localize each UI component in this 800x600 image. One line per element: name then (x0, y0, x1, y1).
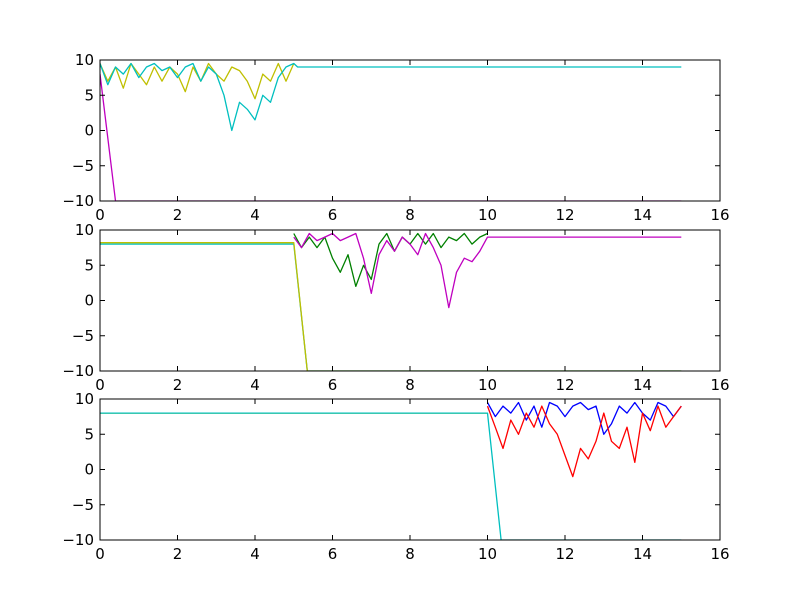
subplot-2-axes-frame (99, 229, 721, 372)
subplot-1-y-tick-label: −10 (62, 192, 94, 210)
subplot-1-y-tick-label: 5 (84, 86, 94, 104)
subplot-1-x-tick-label: 6 (328, 206, 338, 224)
subplot-2-x-tick-label: 4 (250, 376, 260, 394)
subplot-3-y-tick-label: −5 (72, 496, 94, 514)
subplot-3-x-tick-label: 12 (555, 545, 574, 563)
subplot-3-x-tick-label: 2 (173, 545, 183, 563)
subplot-3-series-2-line (100, 412, 682, 540)
subplot-2-x-tick-label: 12 (555, 376, 574, 394)
subplot-2-series-1-line (100, 243, 682, 371)
subplot-3-x-tick-label: 4 (250, 545, 260, 563)
subplot-3-x-tick-label: 10 (478, 545, 497, 563)
subplot-1-x-tick-label: 16 (710, 206, 729, 224)
subplot-1-y-tick-label: 0 (84, 122, 94, 140)
subplot-2-y-tick-label: 10 (75, 221, 94, 239)
subplot-2-x-tick-label: 16 (710, 376, 729, 394)
subplot-3-series-4-line (486, 405, 682, 478)
subplot-1-series-3-line (100, 74, 682, 201)
subplot-3-y-tick-label: −10 (62, 531, 94, 549)
subplot-2-x-tick-label: 6 (328, 376, 338, 394)
subplot-1-axes-frame (99, 59, 721, 202)
subplot-1-x-tick-label: 2 (173, 206, 183, 224)
subplot-2-y-tick-label: 0 (84, 292, 94, 310)
subplot-2-y-tick-label: −5 (72, 327, 94, 345)
subplot-1-y-tick-label: 10 (75, 51, 94, 69)
subplot-2-x-tick-label: 14 (633, 376, 652, 394)
subplot-3-y-tick-label: 0 (84, 461, 94, 479)
subplot-3-x-tick-label: 14 (633, 545, 652, 563)
subplot-1-series-2-line (100, 62, 682, 132)
subplot-1-x-tick-label: 14 (633, 206, 652, 224)
subplot-1-x-tick-label: 12 (555, 206, 574, 224)
subplot-1-x-tick-label: 8 (405, 206, 415, 224)
subplot-2-series-4-line (293, 232, 682, 309)
subplot-3: 0 2 4 6 8 10 12 14 16 10 5 0 −5 −10 (62, 390, 729, 563)
subplot-2: 0 2 4 6 8 10 12 14 16 10 5 0 −5 −10 (62, 221, 729, 394)
subplot-3-x-tick-label: 8 (405, 545, 415, 563)
subplot-3-x-tick-label: 16 (710, 545, 729, 563)
subplot-3-y-tick-label: 5 (84, 425, 94, 443)
subplot-3-x-tick-label: 6 (328, 545, 338, 563)
subplot-2-series-3-line (293, 232, 488, 288)
subplot-2-x-tick-label: 0 (95, 376, 105, 394)
subplot-2-x-tick-label: 8 (405, 376, 415, 394)
subplot-2-x-tick-label: 2 (173, 376, 183, 394)
subplot-1-x-tick-label: 0 (95, 206, 105, 224)
subplot-1-x-tick-label: 4 (250, 206, 260, 224)
subplot-1-y-tick-label: −5 (72, 157, 94, 175)
subplot-1: 0 2 4 6 8 10 12 14 16 10 5 0 −5 −10 (62, 51, 729, 224)
subplot-2-y-tick-label: 5 (84, 256, 94, 274)
subplot-2-x-tick-label: 10 (478, 376, 497, 394)
subplot-3-y-tick-label: 10 (75, 390, 94, 408)
subplot-1-series-1-line (100, 62, 295, 100)
subplot-3-series-3-line (486, 401, 682, 435)
subplot-2-y-tick-label: −10 (62, 362, 94, 380)
subplot-2-series-2-line (100, 242, 682, 371)
subplot-3-axes-frame (99, 398, 721, 541)
subplot-3-x-tick-label: 0 (95, 545, 105, 563)
subplot-1-x-tick-label: 10 (478, 206, 497, 224)
